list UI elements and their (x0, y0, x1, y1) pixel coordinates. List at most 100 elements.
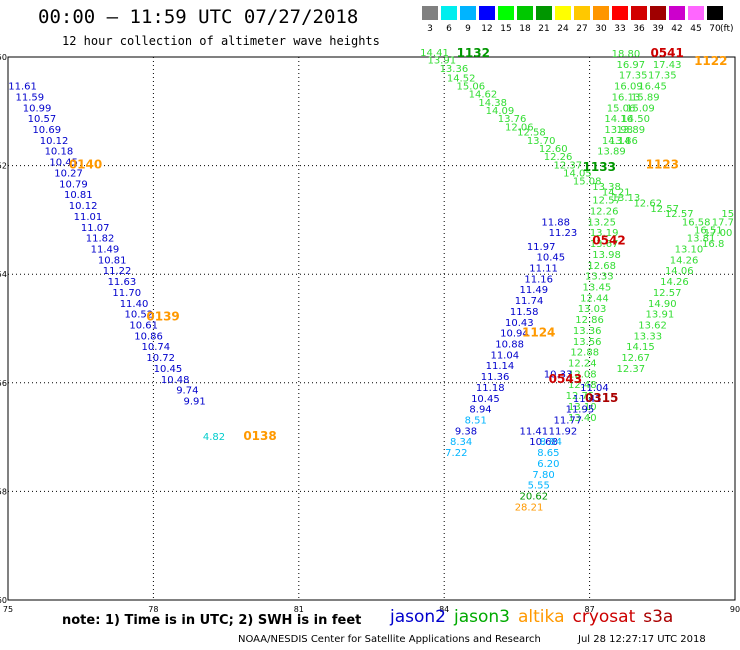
wave-height-label: 11.63 (108, 277, 137, 288)
wave-height-label: 16.09 (614, 82, 643, 93)
wave-height-label: 10.27 (54, 168, 83, 179)
wave-height-label: 10.33 (544, 369, 573, 380)
y-tick-label: -56 (0, 379, 7, 388)
wave-height-label: 10.94 (500, 329, 529, 340)
wave-height-label: 13.38 (592, 182, 621, 193)
wave-height-label: 12.57 (592, 196, 621, 207)
satellite-legend-entry: jason2 (390, 607, 446, 627)
footer-timestamp: Jul 28 12:27:17 UTC 2018 (578, 634, 706, 645)
pass-time-label: 0315 (585, 391, 618, 405)
satellite-legend-entry: altika (518, 607, 565, 627)
wave-height-label: 10.74 (142, 342, 171, 353)
wave-height-label: 11.22 (103, 266, 132, 277)
wave-height-label: 17.00 (704, 228, 733, 239)
wave-height-label: 10.81 (98, 255, 127, 266)
wave-height-label: 10.57 (28, 114, 57, 125)
scale-swatch (707, 6, 723, 20)
wave-height-label: 13.56 (573, 337, 602, 348)
wave-height-label: 11.70 (112, 288, 141, 299)
wave-height-label: 11.07 (81, 223, 110, 234)
wave-height-label: 13.86 (609, 136, 638, 147)
wave-height-label: 11.14 (486, 361, 515, 372)
wave-height-label: 20.62 (520, 492, 549, 503)
wave-height-label: 8.94 (469, 405, 491, 416)
wave-height-label: 14.16 (604, 114, 633, 125)
wave-height-label: 15.06 (457, 82, 486, 93)
scale-swatch (650, 6, 666, 20)
wave-height-label: 10.81 (64, 190, 93, 201)
wave-height-label: 11.92 (549, 426, 578, 437)
wave-height-label: 13.10 (675, 244, 704, 255)
scale-label: 21 (538, 24, 550, 34)
wave-height-label: 11.36 (481, 372, 510, 383)
wave-height-label: 13.89 (597, 147, 626, 158)
wave-height-label: 14.05 (563, 168, 592, 179)
wave-height-label: 11.04 (490, 350, 519, 361)
wave-height-label: 14.21 (602, 187, 631, 198)
wave-height-label: 10.99 (23, 103, 52, 114)
wave-height-label: 10.45 (49, 158, 78, 169)
scale-swatch (479, 6, 495, 20)
wave-height-label: 13.76 (498, 114, 527, 125)
wave-height-label: 14.06 (665, 266, 694, 277)
wave-height-label: 4.82 (203, 432, 225, 443)
axes: 75 78 81 84 87 90 -50 -52 -54 -56 -58 -60 (0, 53, 740, 614)
scale-swatch (593, 6, 609, 20)
wave-height-label: 12.86 (575, 315, 604, 326)
wave-height-label: 16.51 (694, 225, 723, 236)
wave-height-label: 11.11 (529, 263, 558, 274)
wave-height-label: 16.45 (638, 82, 667, 93)
wave-height-label: 15.09 (626, 103, 655, 114)
wave-height-label: 13.13 (612, 193, 641, 204)
wave-height-label: 10.45 (471, 394, 500, 405)
y-tick-label: -60 (0, 596, 7, 605)
wave-height-label: 11.41 (573, 394, 602, 405)
wave-height-label: 13.70 (527, 136, 556, 147)
wave-height-label: 11.18 (476, 383, 505, 394)
x-tick-label: 75 (3, 605, 13, 614)
scale-label: 18 (519, 24, 531, 34)
scale-label: 15 (500, 24, 512, 34)
wave-height-label: 9.74 (176, 386, 198, 397)
wave-height-label: 9.91 (183, 397, 205, 408)
data-labels: 11.6111.5910.9910.5710.6910.1210.1810.45… (8, 48, 734, 513)
wave-height-label: 15.08 (573, 177, 602, 188)
scale-swatch (612, 6, 628, 20)
scale-swatch (574, 6, 590, 20)
scale-swatch (688, 6, 704, 20)
footer-note: note: 1) Time is in UTC; 2) SWH is in fe… (62, 613, 362, 628)
scale-label: 70 (709, 24, 721, 34)
wave-height-label: 13.91 (646, 310, 675, 321)
scale-label: 39 (652, 24, 664, 34)
wave-height-label: 13.33 (585, 272, 614, 283)
wave-height-label: 11.23 (549, 228, 578, 239)
wave-height-label: 11.59 (15, 92, 44, 103)
satellite-legend-entry: s3a (643, 607, 674, 627)
y-tick-label: -52 (0, 162, 7, 171)
wave-height-label: 16.58 (682, 217, 711, 228)
scale-label: 12 (481, 24, 493, 34)
footer-credit: NOAA/NESDIS Center for Satellite Applica… (238, 634, 541, 645)
wave-height-label: 6.20 (537, 459, 559, 470)
wave-height-label: 11.41 (520, 426, 549, 437)
scale-label: 27 (576, 24, 588, 34)
plot-frame (7, 56, 736, 601)
wave-height-label: 15.06 (607, 103, 636, 114)
wave-height-label: 14.09 (486, 106, 515, 117)
wave-height-label: 10.61 (129, 321, 158, 332)
wave-height-label: 7.22 (445, 448, 467, 459)
wave-height-label: 14.50 (621, 114, 650, 125)
wave-height-label: 14.41 (420, 48, 449, 59)
wave-height-label: 10.43 (505, 318, 534, 329)
wave-height-label: 28.21 (515, 502, 544, 513)
wave-height-label: 12.57 (653, 288, 682, 299)
wave-height-label: 11.01 (74, 212, 103, 223)
x-tick-label: 84 (439, 605, 449, 614)
wave-height-label: 15 (721, 209, 734, 220)
wave-height-label: 14.90 (648, 299, 677, 310)
pass-time-label: 1123 (646, 157, 679, 171)
wave-height-label: 8.65 (537, 448, 559, 459)
wave-height-label: 13.36 (573, 326, 602, 337)
wave-height-label: 13.98 (592, 250, 621, 261)
scale-label: 30 (595, 24, 607, 34)
